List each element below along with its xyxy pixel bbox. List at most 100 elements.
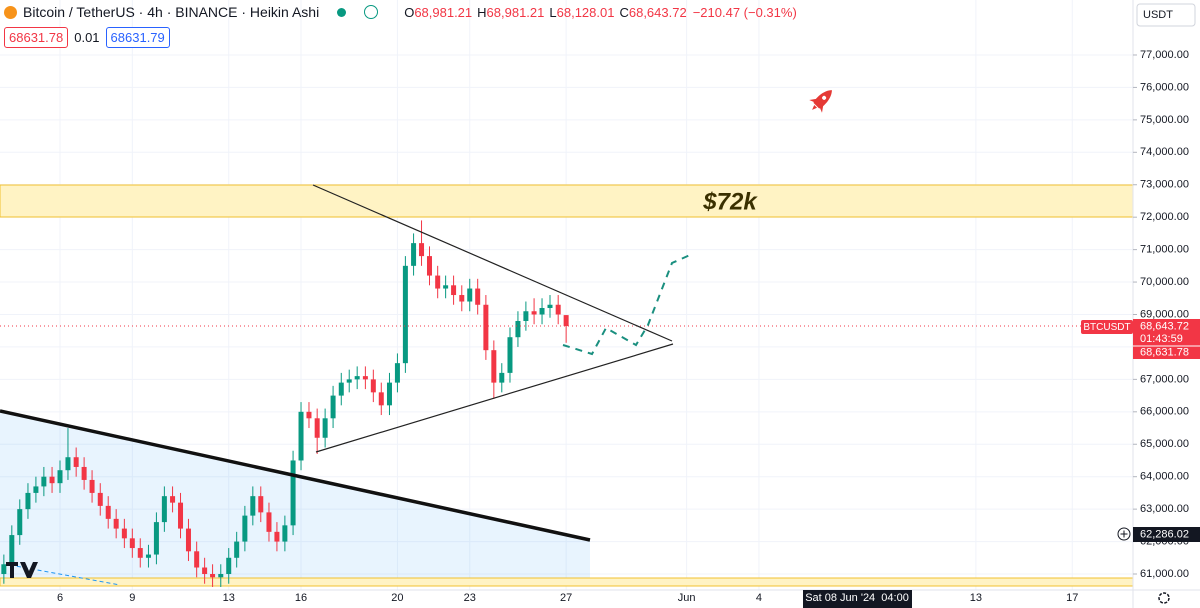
- candles: [0, 220, 1133, 587]
- y-tick-label: 69,000.00: [1140, 308, 1189, 320]
- y-tick-label: 67,000.00: [1140, 373, 1189, 385]
- grid: [0, 0, 1133, 590]
- countdown: 01:43:59: [1140, 333, 1183, 345]
- crosshair-price-bg: [1133, 527, 1200, 542]
- ohlc-key: H: [477, 4, 487, 20]
- y-tick-label: 70,000.00: [1140, 276, 1189, 288]
- triangle-lower: [315, 343, 674, 453]
- x-tick-label: 16: [295, 592, 307, 604]
- ohlc: O68,981.21 H68,981.21 L68,128.01 C68,643.72: [404, 5, 687, 20]
- spread: 0.01: [74, 30, 100, 45]
- ohlc-value: 68,981.21: [486, 4, 545, 20]
- y-tick-label: 61,000.00: [1140, 568, 1189, 580]
- ohlc-key: L: [549, 4, 557, 20]
- candle-body: [362, 376, 368, 380]
- candle-body: [81, 466, 87, 480]
- candle-body: [161, 496, 167, 523]
- candle-body: [402, 265, 408, 364]
- candle-body: [137, 548, 143, 558]
- x-tick-label: 4: [756, 592, 762, 604]
- status-dot: [337, 7, 347, 17]
- candle-body: [41, 476, 47, 487]
- x-tick-label: 9: [129, 592, 135, 604]
- settings-button[interactable]: [1158, 592, 1170, 604]
- zone-label: $72k: [702, 188, 758, 215]
- buy-price[interactable]: 68631.79: [105, 27, 170, 48]
- y-tick-label: 71,000.00: [1140, 244, 1189, 256]
- candle-body: [210, 574, 216, 578]
- candle-body: [49, 476, 55, 484]
- support-zone: [0, 577, 1134, 587]
- candle-body: [266, 512, 272, 532]
- candle-body: [314, 418, 320, 438]
- candle-body: [354, 376, 360, 380]
- candle-body: [73, 457, 79, 467]
- candle-body: [555, 304, 561, 315]
- coin-icon: [4, 5, 17, 19]
- ohlc-key: O: [404, 4, 415, 20]
- candle-body: [121, 528, 127, 539]
- candle-body: [523, 311, 529, 321]
- ohlc-value: 68,643.72: [628, 4, 687, 20]
- y-tick-label: 64,000.00: [1140, 471, 1189, 483]
- market-icon: [364, 5, 379, 19]
- candle-body: [306, 411, 312, 419]
- x-tick-label: Jun: [678, 592, 696, 604]
- x-tick-label: 27: [560, 592, 572, 604]
- candle-body: [443, 285, 449, 289]
- ohlc-item: L68,128.01: [549, 5, 614, 20]
- candle-body: [113, 518, 119, 529]
- candle-body: [185, 528, 191, 552]
- trend-line: [0, 409, 591, 542]
- candle-body: [338, 382, 344, 396]
- triangle-upper: [312, 184, 673, 342]
- x-tick-label: 6: [57, 592, 63, 604]
- candle-body: [202, 567, 208, 575]
- ohlc-key: C: [619, 4, 629, 20]
- candle-body: [394, 363, 400, 383]
- candle-body: [322, 418, 328, 438]
- candle-body: [145, 554, 151, 558]
- rocket-icon: [809, 90, 832, 113]
- candle-body: [563, 315, 569, 327]
- candle-body: [539, 308, 545, 315]
- candle-body: [282, 525, 288, 542]
- x-tick-label: 17: [1066, 592, 1078, 604]
- candle-body: [378, 392, 384, 406]
- candle-body: [507, 337, 513, 373]
- currency-button[interactable]: [1136, 3, 1196, 27]
- sell-price[interactable]: 68631.78: [4, 27, 69, 48]
- ohlc-value: 68,128.01: [556, 4, 615, 20]
- candle-body: [491, 350, 497, 383]
- candle-body: [459, 295, 465, 302]
- candle-body: [419, 243, 425, 257]
- candle-body: [250, 496, 256, 516]
- x-tick-label: 23: [464, 592, 476, 604]
- candle-body: [515, 320, 521, 338]
- candle-body: [258, 496, 264, 513]
- candle-body: [346, 379, 352, 383]
- price-box: [1133, 319, 1200, 359]
- projection: [562, 254, 691, 356]
- candle-body: [25, 492, 31, 510]
- candle-body: [33, 486, 39, 493]
- candle-body: [234, 541, 240, 558]
- y-tick-label: 72,000.00: [1140, 211, 1189, 223]
- y-tick-label: 66,000.00: [1140, 406, 1189, 418]
- candle-body: [129, 538, 135, 549]
- dashed-line: [9, 564, 121, 586]
- x-tick-label: 13: [970, 592, 982, 604]
- ohlc-item: C68,643.72: [619, 5, 686, 20]
- crosshair-time: Sat 08 Jun '24 04:00: [805, 592, 909, 604]
- ohlc-item: H68,981.21: [477, 5, 544, 20]
- candle-body: [105, 505, 111, 519]
- legend-header: Bitcoin / TetherUS · 4h · BINANCE · Heik…: [4, 4, 797, 20]
- candle-body: [89, 479, 95, 493]
- candle-body: [547, 304, 553, 309]
- symbol-tag: BTCUSDT: [1083, 322, 1130, 333]
- candle-body: [298, 411, 304, 461]
- candle-body: [9, 535, 15, 565]
- candle-body: [426, 256, 432, 276]
- symbol-tag-bg: [1081, 320, 1133, 334]
